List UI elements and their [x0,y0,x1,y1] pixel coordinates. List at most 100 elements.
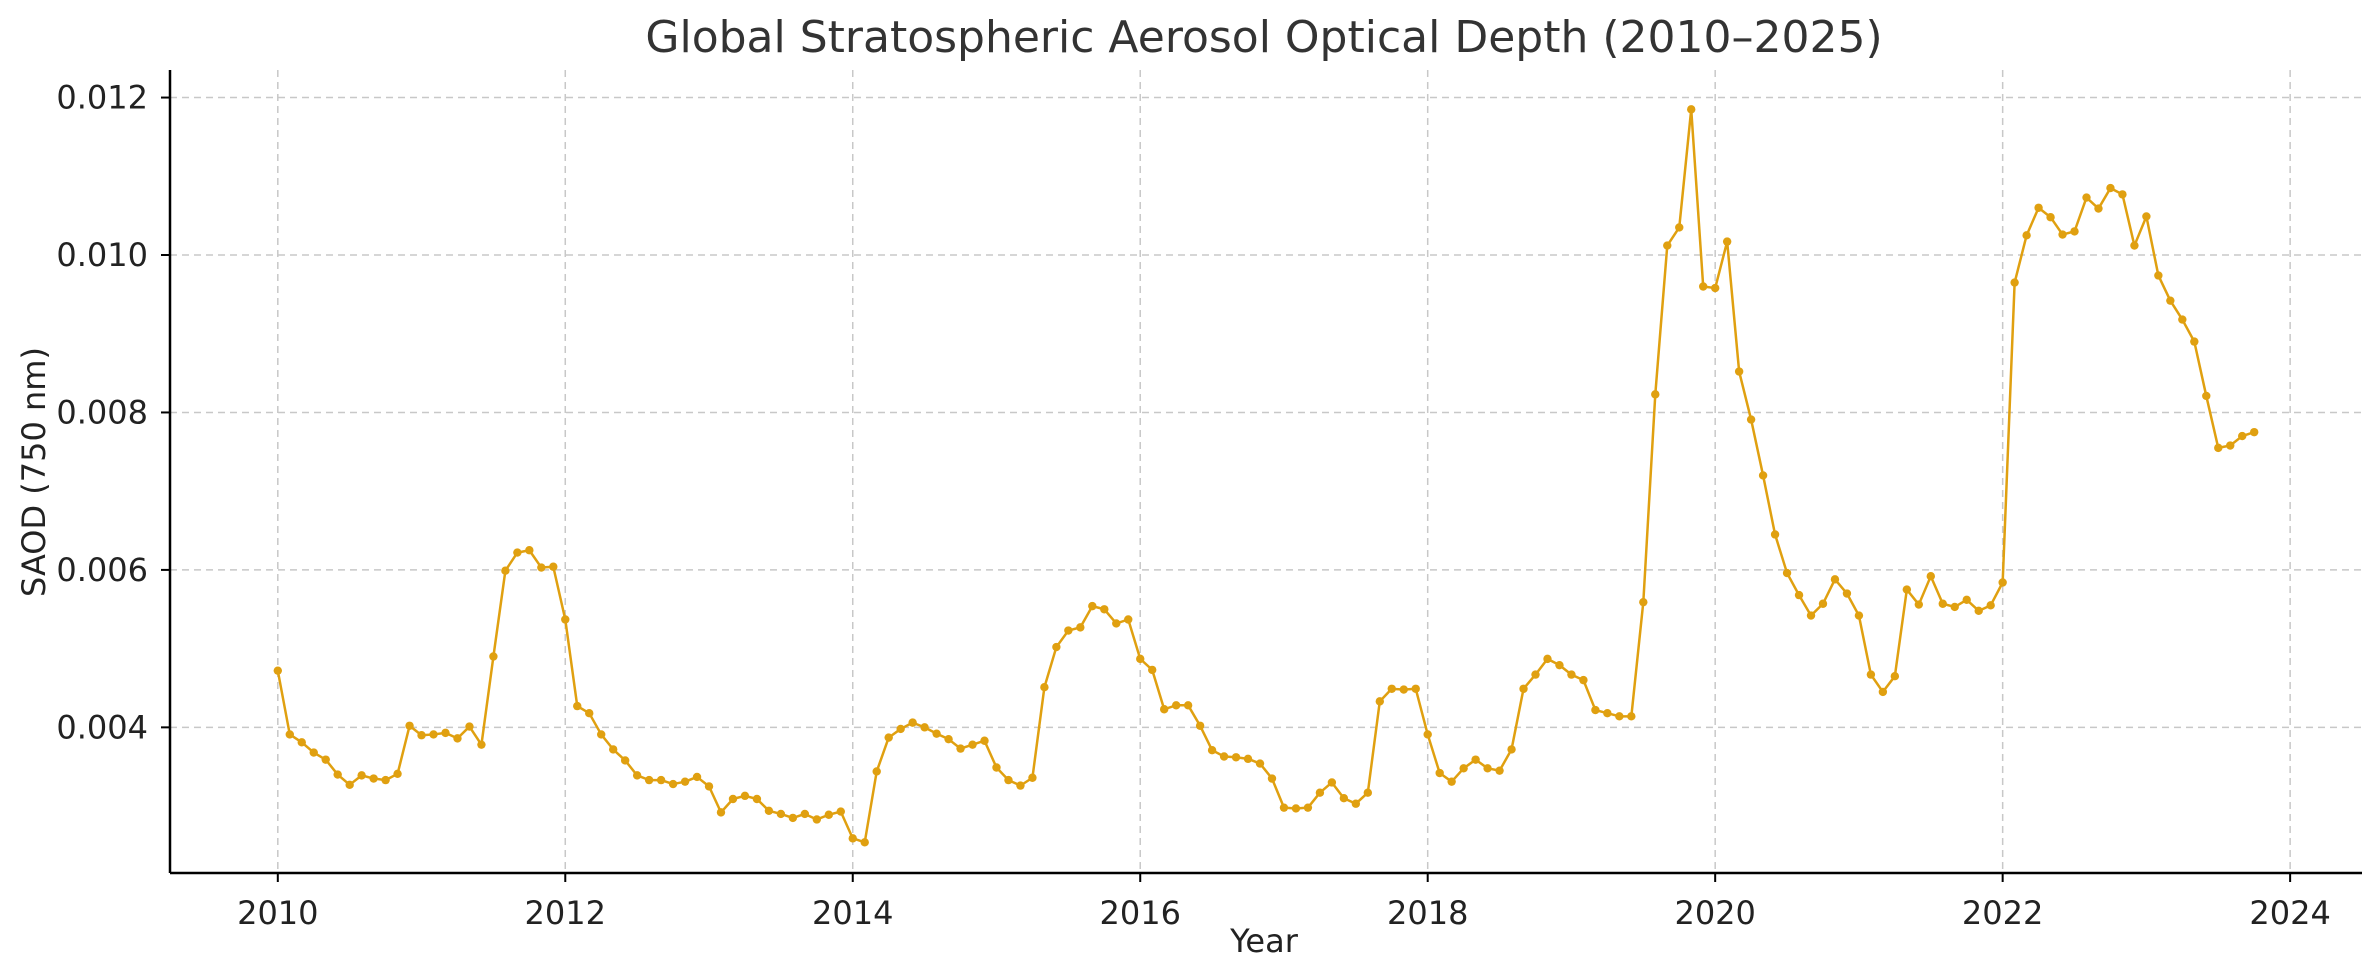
data-point [345,780,354,790]
data-point [1124,615,1133,624]
data-point [549,562,558,571]
data-point [393,769,402,779]
data-point [309,748,318,757]
data-point [644,775,654,785]
data-point [800,809,810,819]
data-point [1207,745,1217,755]
data-point [1411,684,1420,693]
data-point [2118,190,2127,199]
data-point [273,666,282,675]
data-point [357,771,366,780]
data-point [1986,601,1995,610]
data-point [884,733,893,742]
x-tick-label: 2024 [2249,894,2330,932]
x-tick-label: 2012 [525,894,606,932]
x-tick-label: 2018 [1387,894,1468,932]
data-point [824,810,833,819]
data-point [704,782,714,791]
data-point [2190,337,2199,346]
data-point [405,721,414,730]
data-point [2034,203,2043,212]
series-saod [273,105,2259,847]
data-point [1782,568,1792,578]
x-tick-label: 2020 [1674,894,1755,932]
data-point [1699,282,1708,291]
data-point [1878,687,1888,697]
data-point [1088,601,1097,611]
data-point [1052,642,1061,652]
data-point [1148,665,1157,675]
data-point [2010,278,2019,287]
x-tick-label: 2022 [1962,894,2043,932]
data-point [1651,390,1660,399]
data-point [956,744,965,753]
data-point [920,723,929,732]
data-point [1663,241,1672,250]
data-point [1363,788,1373,797]
data-point [608,745,618,754]
data-point [944,734,953,744]
data-point [513,548,522,557]
x-axis-label: Year [1229,922,1299,960]
data-point [896,724,905,734]
data-point [1543,654,1552,664]
data-point [477,740,486,749]
data-point [728,794,738,804]
y-tick-label: 0.006 [56,551,148,589]
data-point [968,740,977,749]
data-point [2214,443,2223,453]
data-point [1627,712,1636,721]
data-point [1998,578,2007,587]
data-point [848,834,857,843]
data-point [1806,611,1816,620]
data-point [1950,602,1959,612]
data-point [1471,755,1480,764]
data-point [1279,803,1289,812]
data-point [1710,283,1720,293]
data-point [1076,623,1085,632]
data-point [2046,213,2055,222]
data-point [285,730,294,739]
data-point [1267,774,1277,783]
data-point [812,815,822,824]
data-point [1195,721,1205,730]
data-point [1507,745,1516,754]
data-point [1159,705,1169,714]
y-tick-label: 0.010 [56,236,148,274]
data-point [992,763,1001,772]
data-point [1567,670,1576,679]
data-point [1687,105,1696,114]
data-point [908,718,917,727]
data-point [537,563,546,572]
data-point [1962,595,1971,605]
data-point [680,777,690,786]
data-point [1579,675,1588,685]
data-point [1435,768,1444,778]
data-point [860,838,869,847]
data-point [2070,227,2079,236]
data-point [1327,778,1337,787]
data-point [417,731,426,740]
data-point [453,734,462,743]
data-point [716,808,726,817]
data-point [1555,660,1564,670]
data-point [1519,684,1528,693]
data-point [1926,572,1935,581]
data-point [1303,803,1313,812]
data-point [1483,764,1492,773]
data-point [1818,599,1828,608]
data-point [1459,764,1468,773]
data-point [465,722,474,731]
data-point [1758,471,1768,480]
data-point [1016,781,1025,790]
data-point [872,767,881,776]
data-point [2178,315,2187,324]
data-point [2226,441,2235,450]
data-point [1243,754,1253,764]
data-point [1830,575,1840,584]
data-point [501,566,510,575]
data-point [333,770,342,779]
data-point [1495,766,1504,775]
data-point [1315,788,1325,797]
